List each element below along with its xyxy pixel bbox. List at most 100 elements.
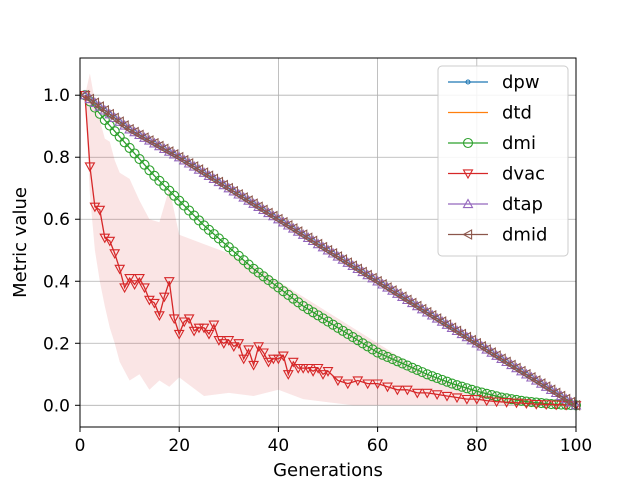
- dmi-point: [377, 349, 388, 360]
- dtap-point: [391, 288, 403, 298]
- dmid-point: [421, 306, 432, 318]
- dvac-point: [198, 323, 210, 334]
- dtap-point: [223, 182, 235, 193]
- dvac-point: [183, 314, 195, 325]
- legend-label: dtap: [502, 194, 543, 215]
- dmi-point: [332, 322, 343, 333]
- dmid-point: [193, 164, 204, 176]
- dtap-point: [471, 337, 483, 348]
- dtap-point: [501, 356, 513, 367]
- dmid-point: [307, 235, 318, 247]
- dmi-point: [521, 396, 532, 407]
- dmi-point: [342, 328, 353, 340]
- dvac-point: [461, 394, 473, 405]
- x-tick-label: 20: [168, 436, 190, 456]
- dtap-point: [377, 278, 389, 289]
- dtap-point: [491, 350, 503, 360]
- legend-entry-dmid: dmid: [448, 225, 547, 246]
- dvac-point: [163, 277, 175, 287]
- dvac-point: [312, 363, 324, 374]
- dmid-point: [148, 137, 159, 149]
- legend-label: dmi: [502, 133, 536, 154]
- dmid-point: [332, 251, 343, 262]
- dmi-point: [446, 378, 458, 389]
- dmid-point: [114, 116, 124, 128]
- dvac-point: [139, 283, 150, 294]
- legend-entry-dvac: dvac: [448, 164, 545, 185]
- dmid-point: [486, 347, 496, 359]
- dtap-point: [372, 275, 384, 286]
- dtap-point: [163, 145, 175, 156]
- dmid-point: [178, 154, 189, 166]
- dvac-point: [322, 367, 334, 377]
- dmid-point: [495, 353, 506, 365]
- dvac-point: [99, 233, 111, 244]
- dmid-point: [317, 241, 328, 253]
- dtap-point: [282, 219, 294, 230]
- dmid-point: [381, 282, 392, 293]
- dtap-point: [506, 359, 517, 370]
- dvac-point: [104, 236, 116, 247]
- dtap-point: [486, 346, 498, 357]
- dmid-point: [322, 244, 333, 256]
- dmi-point: [372, 347, 383, 358]
- dmid-point: [386, 285, 397, 297]
- dmid-point: [238, 192, 248, 203]
- legend-box: [437, 65, 569, 257]
- dtap-point: [327, 247, 339, 258]
- dmid-point: [233, 188, 243, 200]
- dmid-point: [391, 288, 402, 300]
- dvac-point: [277, 351, 289, 362]
- y-tick-label: 1.0: [43, 86, 70, 106]
- dtap-point: [287, 222, 299, 233]
- y-tick-label: 0.0: [43, 396, 70, 416]
- dtap-point: [322, 244, 334, 255]
- dvac-point: [89, 202, 101, 213]
- dmid-point: [228, 185, 238, 197]
- dtap-point: [129, 126, 141, 137]
- dmid-point: [431, 313, 442, 324]
- dmi-point: [417, 367, 428, 378]
- dmi-point: [119, 137, 130, 148]
- dmid-point: [247, 198, 258, 210]
- dmid-point: [352, 263, 362, 275]
- dmi-point: [104, 120, 115, 131]
- dmid-point: [133, 129, 144, 141]
- dvac-point: [511, 398, 522, 409]
- dvac-point: [263, 357, 274, 368]
- plot-frame: [79, 57, 577, 428]
- dmi-point: [308, 307, 319, 318]
- dtap-point: [352, 263, 364, 274]
- dvac-point: [208, 320, 220, 331]
- dtap-point: [515, 365, 527, 376]
- dvac-point: [401, 385, 413, 396]
- dmid-point: [545, 384, 556, 396]
- dtap-point: [307, 235, 319, 246]
- dmid-point: [357, 266, 367, 278]
- dvac-point: [481, 396, 493, 407]
- dvac-point: [431, 390, 443, 401]
- dtap-point: [332, 250, 344, 261]
- dtap-point: [367, 272, 379, 283]
- y-tick-label: 0.6: [43, 210, 70, 230]
- dmid-point: [525, 371, 536, 383]
- dvac-point: [129, 280, 141, 291]
- dtap-point: [277, 216, 289, 227]
- dvac-point: [287, 357, 299, 368]
- dvac-point: [272, 354, 284, 365]
- dtap-point: [153, 140, 165, 151]
- dmid-point: [337, 254, 348, 266]
- dmid-point: [223, 182, 233, 194]
- dtap-point: [183, 157, 195, 168]
- series-dvac: [79, 91, 582, 411]
- dmid-point: [218, 179, 228, 191]
- dmid-point: [79, 89, 90, 101]
- dtap-point: [258, 204, 269, 215]
- dmi-point: [526, 397, 537, 408]
- dtap-point: [421, 306, 433, 317]
- dtap-point: [178, 154, 190, 165]
- dtap-point: [496, 353, 508, 363]
- dmi-point: [412, 364, 423, 375]
- dtap-point: [362, 269, 374, 280]
- dmid-point: [565, 396, 576, 408]
